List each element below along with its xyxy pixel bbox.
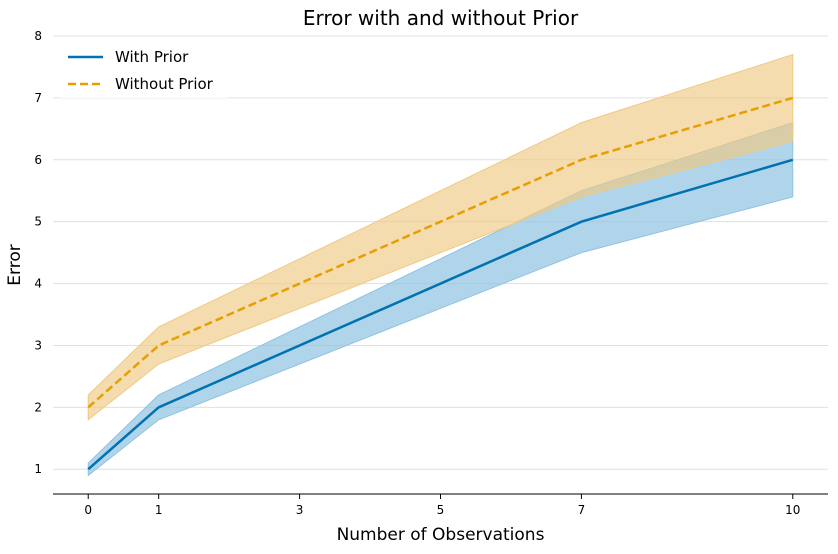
- series-line-1: [87, 158, 794, 471]
- y-tick-label: 6: [34, 153, 42, 167]
- x-axis-title: Number of Observations: [337, 525, 545, 545]
- y-tick-label: 8: [34, 29, 42, 43]
- y-axis-title: Error: [5, 244, 25, 285]
- x-tick-label: 1: [155, 503, 163, 517]
- legend-label-2: Without Prior: [115, 75, 214, 93]
- y-tick-label: 3: [34, 338, 42, 352]
- y-ticks: 1 2 3 4 5 6 7 8: [34, 29, 42, 476]
- confidence-band-2: [87, 53, 794, 421]
- y-tick-label: 4: [34, 277, 42, 291]
- legend-label-1: With Prior: [115, 48, 189, 66]
- x-tick-label: 5: [437, 503, 445, 517]
- x-tick-label: 3: [296, 503, 304, 517]
- series-lines: [87, 96, 794, 471]
- y-tick-label: 5: [34, 215, 42, 229]
- confidence-band-1: [87, 121, 794, 477]
- x-tick-label: 10: [785, 503, 800, 517]
- y-tick-label: 2: [34, 400, 42, 414]
- confidence-bands: [87, 53, 794, 477]
- legend: With Prior Without Prior: [58, 42, 230, 98]
- series-line-2: [87, 96, 794, 409]
- chart-title: Error with and without Prior: [303, 6, 579, 30]
- x-tick-label: 7: [578, 503, 586, 517]
- x-tick-label: 0: [84, 503, 92, 517]
- y-tick-label: 7: [34, 91, 42, 105]
- x-ticks: 0 1 3 5 7 10: [84, 494, 800, 517]
- y-tick-label: 1: [34, 462, 42, 476]
